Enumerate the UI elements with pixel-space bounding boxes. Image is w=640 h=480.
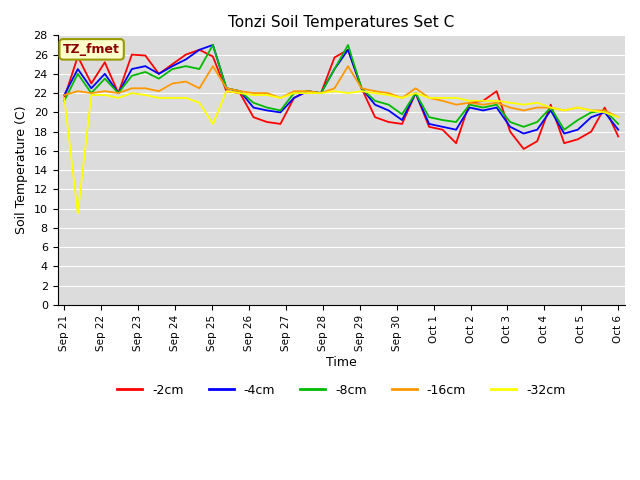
- Legend: -2cm, -4cm, -8cm, -16cm, -32cm: -2cm, -4cm, -8cm, -16cm, -32cm: [112, 379, 570, 402]
- Title: Tonzi Soil Temperatures Set C: Tonzi Soil Temperatures Set C: [228, 15, 454, 30]
- Y-axis label: Soil Temperature (C): Soil Temperature (C): [15, 106, 28, 234]
- X-axis label: Time: Time: [326, 356, 356, 369]
- Text: TZ_fmet: TZ_fmet: [63, 43, 120, 56]
